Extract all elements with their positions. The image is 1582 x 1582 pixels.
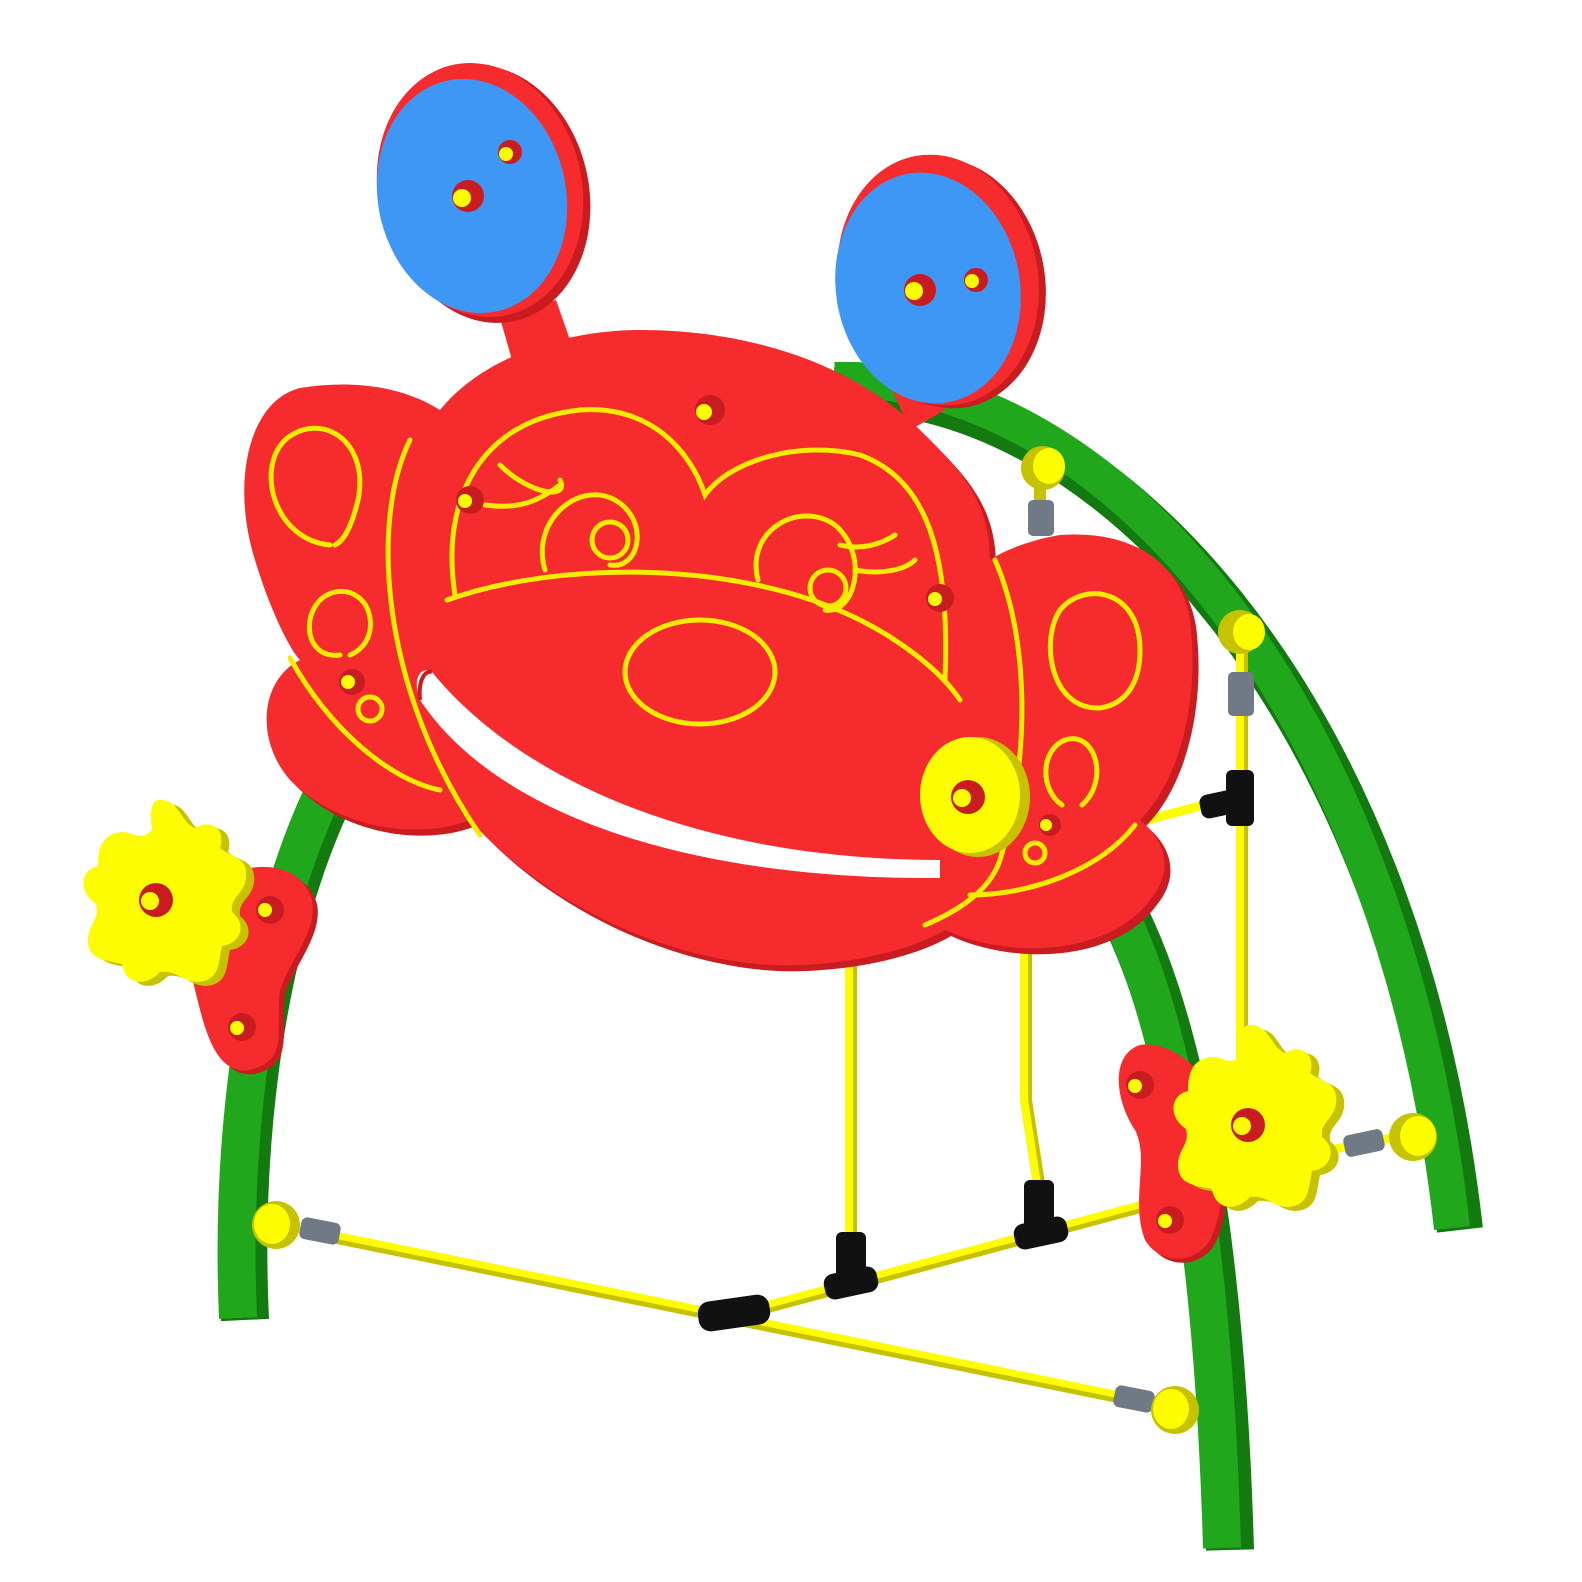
spinner-disc-icon <box>920 737 1030 857</box>
grey-sleeves <box>299 500 1385 1413</box>
face-bolts <box>339 395 1061 836</box>
end-caps <box>252 446 1437 1434</box>
gear-wheel-right-icon <box>1118 1025 1345 1263</box>
ear-disc-right-icon <box>835 154 1046 430</box>
black-clamps <box>697 770 1254 1332</box>
gear-wheel-left-icon <box>83 800 318 1075</box>
ear-disc-left-icon <box>376 63 591 360</box>
